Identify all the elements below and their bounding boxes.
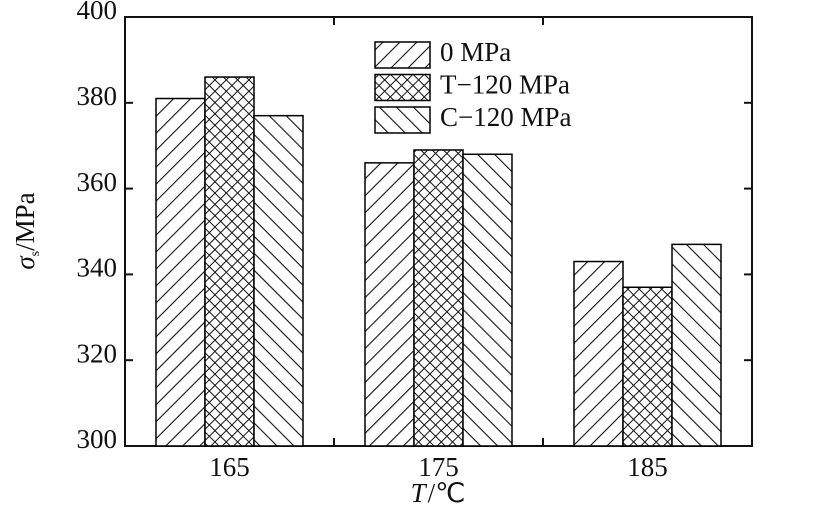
bar [253,114,304,447]
legend-swatch [374,73,431,102]
x-tick-label: 165 [209,452,250,482]
bar [573,260,624,447]
y-tick-label: 340 [77,253,118,283]
y-tick-label: 320 [77,338,118,368]
y-tick-label: 360 [77,167,118,197]
x-tick-label: 175 [418,452,459,482]
bar [671,243,722,447]
y-axis-label: σs/MPa [10,192,43,269]
legend-label: 0 MPa [440,37,511,67]
x-axis-label: T/℃ [411,478,466,508]
y-tick-label: 380 [77,81,118,111]
bar [462,153,513,447]
bar [364,162,415,447]
bar [622,286,673,447]
y-tick-label: 300 [77,424,118,454]
legend-label: C−120 MPa [440,102,572,132]
legend-swatch [374,41,431,69]
legend-swatch [374,106,431,134]
y-tick-label: 400 [77,0,118,25]
bar [155,97,206,447]
bar [413,149,464,447]
bar [204,76,255,447]
legend-label: T−120 MPa [440,70,570,100]
x-tick-label: 185 [627,452,668,482]
